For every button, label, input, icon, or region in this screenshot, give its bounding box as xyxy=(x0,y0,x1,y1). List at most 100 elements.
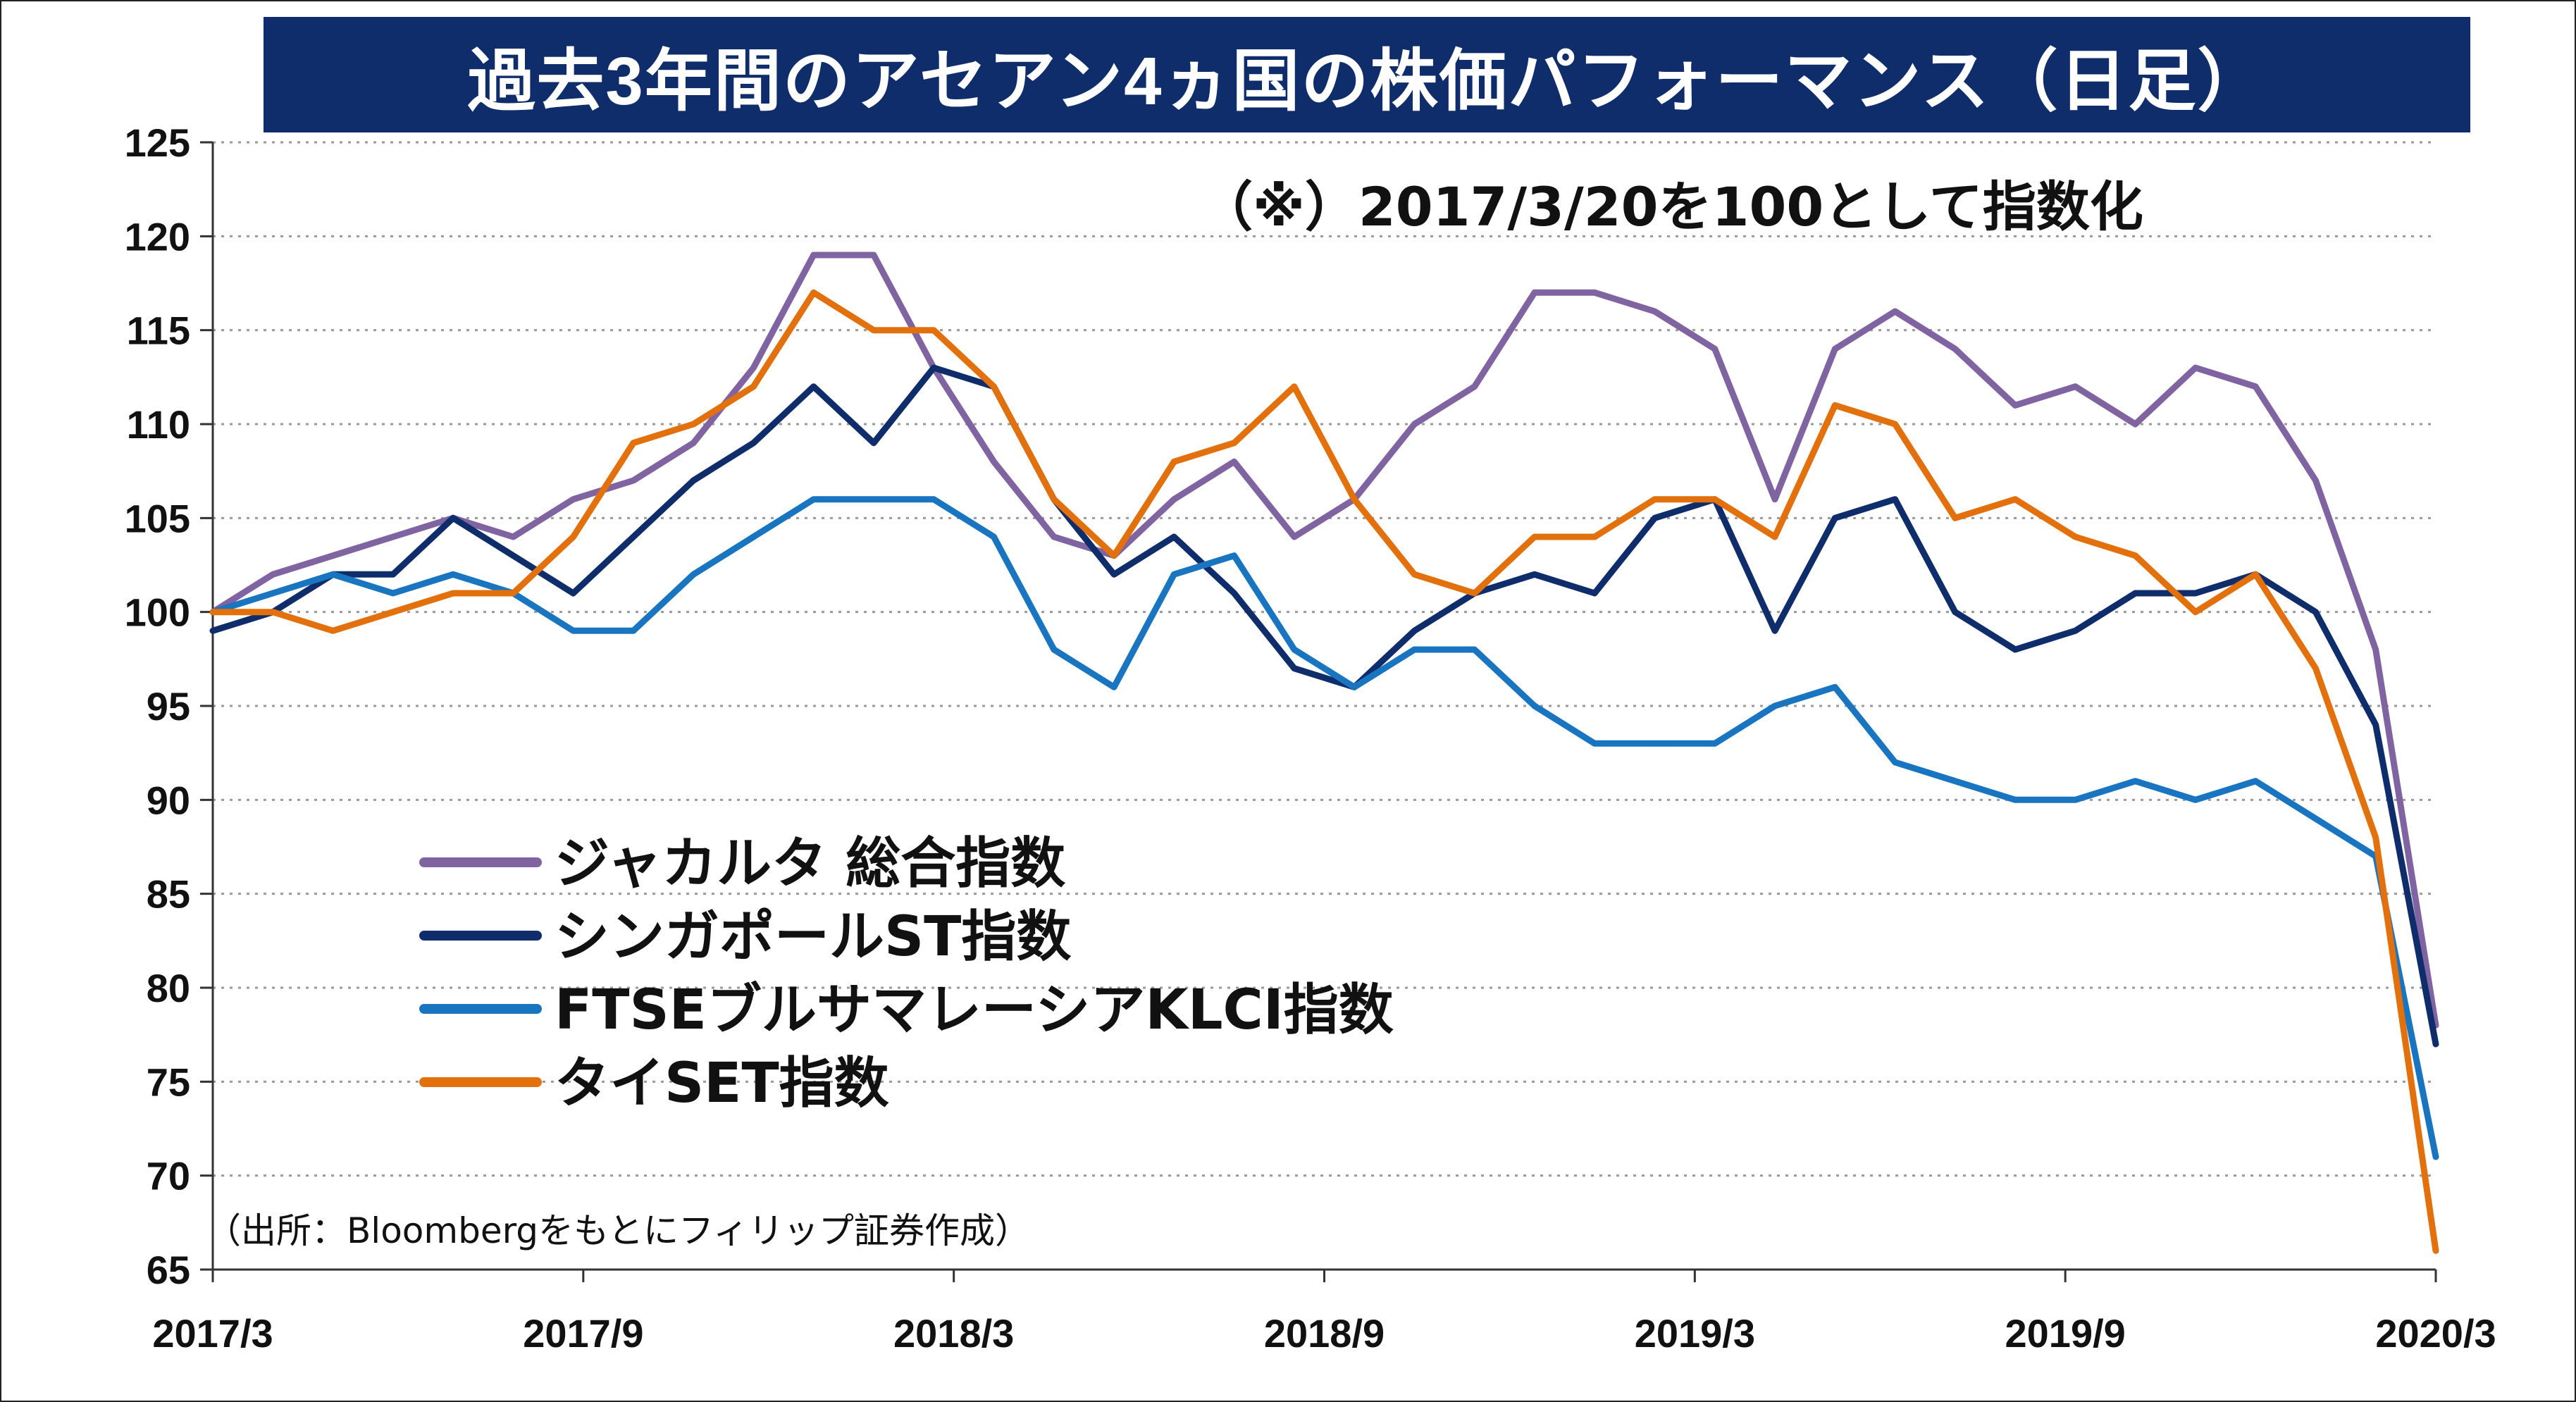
data-point xyxy=(630,440,636,446)
data-point xyxy=(330,552,336,559)
chart-note: （※）2017/3/20を100として指数化 xyxy=(1199,175,2143,238)
data-point xyxy=(330,628,336,634)
x-tick-label: 2018/3 xyxy=(893,1311,1014,1356)
data-point xyxy=(2372,834,2379,840)
x-tick-label: 2017/3 xyxy=(152,1311,273,1356)
data-point xyxy=(810,290,817,296)
data-point xyxy=(1952,609,1958,615)
source-note: （出所：Bloombergをもとにフィリップ証券作成） xyxy=(206,1210,1030,1251)
data-point xyxy=(810,383,817,390)
data-point xyxy=(1291,665,1297,671)
data-point xyxy=(1531,571,1537,578)
data-point xyxy=(1171,496,1177,502)
data-point xyxy=(1231,590,1237,596)
data-point xyxy=(2012,797,2019,803)
data-point xyxy=(450,515,457,521)
data-point xyxy=(1531,534,1537,540)
data-point xyxy=(2433,1248,2439,1254)
data-point xyxy=(510,534,516,540)
legend-label: タイSET指数 xyxy=(555,1052,889,1115)
data-point xyxy=(2192,609,2198,615)
data-point xyxy=(2012,402,2019,409)
data-point xyxy=(630,478,636,483)
data-point xyxy=(1051,496,1057,502)
data-point xyxy=(390,590,396,596)
data-point xyxy=(1411,421,1418,427)
y-tick-label: 70 xyxy=(147,1154,190,1198)
data-point xyxy=(810,496,817,502)
data-point xyxy=(991,534,997,540)
data-point xyxy=(750,365,757,371)
data-point xyxy=(691,478,697,483)
data-point xyxy=(570,534,576,540)
data-point xyxy=(2072,797,2079,803)
data-point xyxy=(1952,778,1958,784)
data-point xyxy=(1291,383,1297,390)
data-point xyxy=(2312,816,2319,821)
data-point xyxy=(2433,1154,2439,1160)
legend-label: ジャカルタ 総合指数 xyxy=(555,832,1065,895)
data-point xyxy=(1832,402,1838,409)
data-point xyxy=(1652,309,1658,314)
data-point xyxy=(2132,778,2138,784)
data-point xyxy=(450,590,457,596)
data-point xyxy=(871,252,877,258)
data-point xyxy=(2192,590,2198,596)
data-point xyxy=(1411,571,1418,578)
data-point xyxy=(2072,534,2079,540)
data-point xyxy=(691,571,697,578)
data-point xyxy=(750,440,757,446)
y-tick-label: 110 xyxy=(127,402,190,447)
data-point xyxy=(1832,684,1838,690)
data-point xyxy=(1892,421,1898,427)
x-tick-label: 2017/9 xyxy=(523,1311,643,1356)
data-point xyxy=(1772,703,1778,709)
data-point xyxy=(270,609,276,615)
data-point xyxy=(810,252,817,258)
data-point xyxy=(1892,309,1898,314)
y-tick-label: 80 xyxy=(147,966,190,1010)
series-lines xyxy=(209,252,2439,1254)
data-point xyxy=(931,327,937,333)
data-point xyxy=(570,496,576,502)
y-tick-label: 125 xyxy=(125,120,190,165)
y-tick-label: 65 xyxy=(147,1248,190,1292)
y-tick-label: 95 xyxy=(147,684,190,728)
series-line-3 xyxy=(209,289,2439,1254)
data-point xyxy=(2072,383,2079,390)
y-tick-label: 105 xyxy=(125,496,190,540)
series-line-1 xyxy=(209,364,2439,1048)
grid-lines xyxy=(213,141,2436,1271)
x-tick-label: 2019/3 xyxy=(1635,1311,1755,1356)
y-tick-label: 90 xyxy=(147,778,190,822)
data-point xyxy=(1111,684,1117,690)
data-point xyxy=(1171,459,1177,465)
data-point xyxy=(390,534,396,540)
data-point xyxy=(1592,290,1598,296)
data-point xyxy=(1111,571,1117,578)
data-point xyxy=(2132,552,2138,559)
data-point xyxy=(1711,346,1718,352)
y-axis-ticks: 125 120 115 110 105 100 95 90 85 80 75 70 65 xyxy=(125,120,213,1292)
data-point xyxy=(871,440,877,446)
data-point xyxy=(330,571,336,578)
y-tick-label: 115 xyxy=(127,309,190,353)
data-point xyxy=(750,383,757,390)
data-point xyxy=(2192,365,2198,371)
data-point xyxy=(1051,647,1057,652)
data-point xyxy=(2312,609,2319,615)
data-point xyxy=(570,628,576,634)
data-point xyxy=(750,534,757,540)
data-point xyxy=(1952,346,1958,352)
data-point xyxy=(1652,515,1658,521)
data-point xyxy=(1772,534,1778,540)
data-point xyxy=(210,628,216,634)
data-point xyxy=(450,571,457,578)
data-point xyxy=(1111,552,1117,559)
data-point xyxy=(630,628,636,634)
y-tick-label: 120 xyxy=(125,214,190,259)
data-point xyxy=(1291,647,1297,652)
data-point xyxy=(1652,496,1658,502)
data-point xyxy=(1231,459,1237,465)
